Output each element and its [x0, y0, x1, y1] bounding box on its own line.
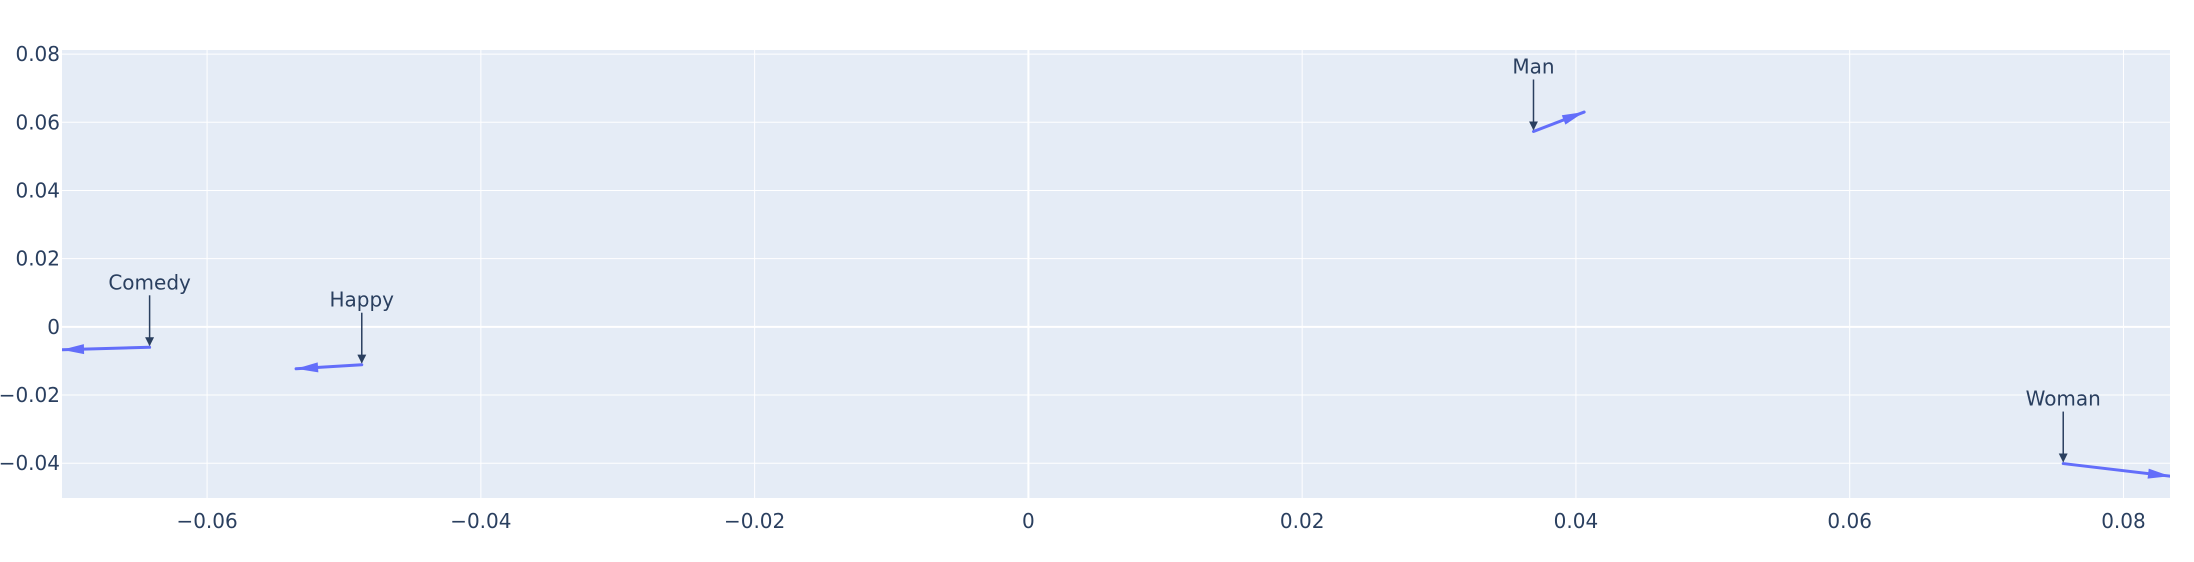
- x-tick-label: 0.04: [1554, 509, 1599, 533]
- vector-arrowhead: [2147, 468, 2170, 479]
- y-tick-label: 0.08: [15, 42, 60, 66]
- y-tick-label: 0.06: [15, 110, 60, 134]
- annotation-comedy: Comedy: [108, 270, 191, 294]
- x-tick-label: 0.02: [1280, 509, 1325, 533]
- x-tick-label: 0: [1022, 509, 1035, 533]
- y-axis-ticks: 0.08 0.06 0.04 0.02 0 −0.02 −0.04: [0, 42, 60, 475]
- annotation-woman: Woman: [2026, 387, 2101, 411]
- vector-happy: [294, 362, 364, 373]
- vector-arrowhead: [62, 344, 85, 355]
- vector-arrowhead: [296, 362, 319, 373]
- y-tick-label: 0.02: [15, 247, 60, 271]
- x-tick-label: −0.06: [176, 509, 237, 533]
- annotations: Man Comedy Happy Woman: [108, 54, 2101, 463]
- grid: [62, 50, 2170, 498]
- vector-comedy: [62, 344, 152, 355]
- annotation-man: Man: [1512, 54, 1554, 78]
- plot-background: [62, 50, 2170, 498]
- y-tick-label: 0: [47, 315, 60, 339]
- y-tick-label: −0.04: [0, 451, 60, 475]
- y-tick-label: 0.04: [15, 178, 60, 202]
- x-tick-label: 0.06: [1827, 509, 1872, 533]
- x-tick-label: −0.02: [724, 509, 785, 533]
- vectors: [62, 110, 2170, 479]
- vector-arrowhead: [1561, 112, 1585, 125]
- vector-man: [1531, 110, 1586, 133]
- y-tick-label: −0.02: [0, 383, 60, 407]
- x-tick-label: −0.04: [450, 509, 511, 533]
- annotation-happy: Happy: [330, 288, 395, 312]
- vector-woman: [2061, 462, 2170, 479]
- x-tick-label: 0.08: [2101, 509, 2146, 533]
- x-axis-ticks: −0.06 −0.04 −0.02 0 0.02 0.04 0.06 0.08: [176, 509, 2145, 533]
